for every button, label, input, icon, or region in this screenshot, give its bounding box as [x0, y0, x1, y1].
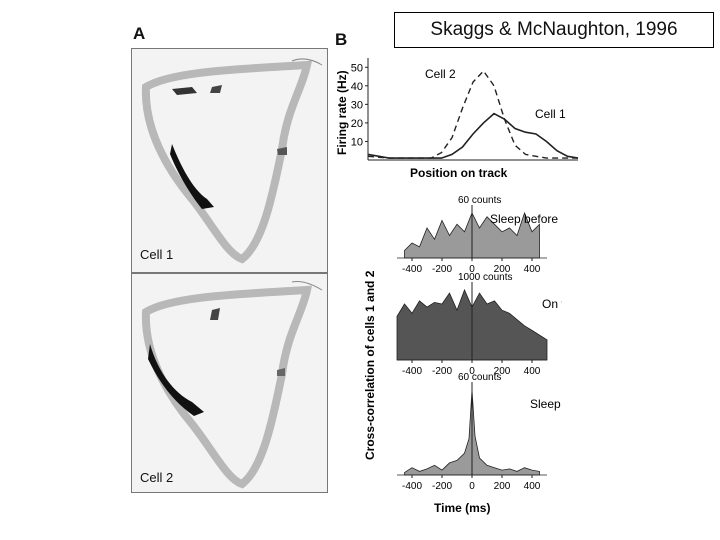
cross-correlation-xtick-label: 0 — [469, 366, 475, 377]
cell1-label: Cell 1 — [140, 247, 174, 262]
cross-correlation-xtick-label: -200 — [432, 366, 452, 377]
track-outline — [141, 60, 312, 264]
cross-correlation-xtick-label: 400 — [524, 264, 541, 275]
firing-spot — [210, 308, 220, 320]
cross-correlation-xtick-label: -400 — [402, 366, 422, 377]
firing-rate-xlabel: Position on track — [410, 166, 508, 180]
cell1-track-image — [141, 58, 323, 264]
track-noise — [291, 58, 323, 66]
place-field-cell1 — [170, 144, 214, 209]
cell2-track-image — [141, 281, 323, 489]
series-cell1-line — [367, 112, 579, 159]
cross-correlation-xtick-label: -400 — [402, 481, 422, 492]
cross-correlation-xlabel: Time (ms) — [434, 501, 490, 515]
cross-correlation-xtick-label: 0 — [469, 481, 475, 492]
cross-correlation-ylabel: Cross-correlation of cells 1 and 2 — [363, 270, 377, 460]
series-cell2-label: Cell 2 — [425, 67, 456, 81]
cross-correlation-xtick-label: 400 — [524, 481, 541, 492]
scale-bar-label: 60 counts — [458, 372, 501, 383]
track-noise — [291, 281, 323, 291]
firing-rate-ytick-label: 10 — [351, 136, 363, 148]
cross-correlation-panel-title: On track — [542, 297, 562, 311]
cross-correlation-xtick-label: 200 — [494, 264, 511, 275]
series-cell1-label: Cell 1 — [535, 107, 566, 121]
cross-correlation-xtick-label: 200 — [494, 481, 511, 492]
track-outline — [141, 285, 312, 489]
firing-spot — [210, 85, 222, 93]
cross-correlation-xtick-label: 200 — [494, 366, 511, 377]
panel-b-letter: B — [335, 30, 348, 49]
scale-bar-label: 1000 counts — [458, 272, 513, 283]
scale-bar-label: 60 counts — [458, 195, 501, 206]
cross-correlation-xtick-label: 0 — [469, 264, 475, 275]
cross-correlation-xtick-label: -400 — [402, 264, 422, 275]
firing-rate-ylabel: Firing rate (Hz) — [335, 70, 349, 155]
cross-correlation-xtick-label: 400 — [524, 366, 541, 377]
cross-correlation-chart: Cross-correlation of cells 1 and 2 60 co… — [363, 195, 562, 515]
firing-rate-chart: Firing rate (Hz) 10 20 30 40 50 Cell 2 Cell … — [335, 58, 579, 180]
firing-spot — [172, 87, 197, 95]
citation-box: Skaggs & McNaughton, 1996 — [394, 12, 714, 48]
cross-correlation-panel-title: Sleep before — [490, 212, 558, 226]
firing-rate-ytick-label: 30 — [351, 99, 363, 111]
panel-a-letter: A — [133, 24, 146, 43]
cell2-track-map: Cell 2 — [131, 273, 328, 493]
firing-rate-ytick-label: 20 — [351, 118, 363, 130]
place-field-cell2 — [148, 344, 204, 416]
cell2-label: Cell 2 — [140, 470, 174, 485]
firing-rate-ytick-label: 50 — [351, 62, 363, 74]
cross-correlation-panel-title: Sleep after — [530, 397, 562, 411]
cross-correlation-xtick-label: -200 — [432, 481, 452, 492]
cell1-track-map: Cell 1 — [131, 48, 328, 273]
firing-spot — [277, 368, 285, 376]
firing-spot — [277, 147, 287, 155]
firing-rate-ytick-label: 40 — [351, 81, 363, 93]
cross-correlation-xtick-label: -200 — [432, 264, 452, 275]
